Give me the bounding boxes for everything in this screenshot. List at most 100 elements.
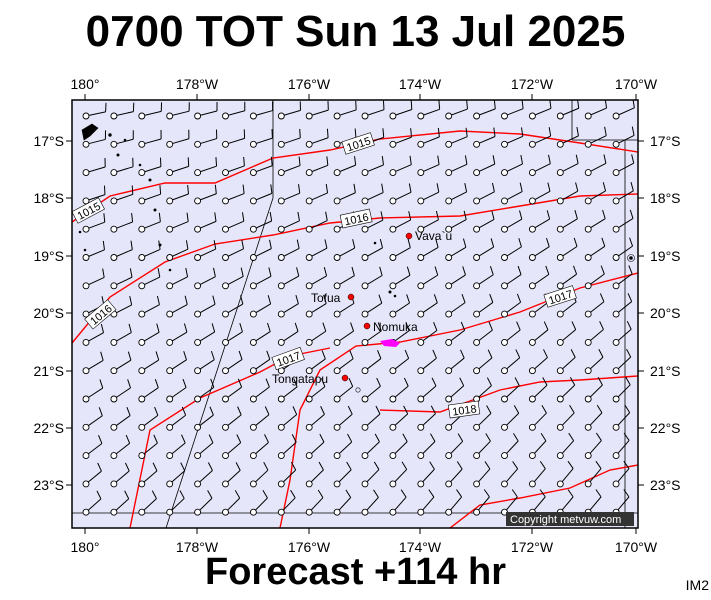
wind-barb-feather — [486, 405, 492, 414]
wind-station-circle — [417, 282, 425, 290]
wind-barb-feather — [185, 240, 189, 250]
wind-barb-feather — [430, 433, 436, 442]
wind-station-circle — [528, 452, 536, 460]
wind-barb-feather — [405, 322, 410, 331]
wind-barb-feather — [512, 461, 519, 470]
wind-barb-feather — [323, 267, 328, 277]
wind-station-circle — [305, 452, 313, 460]
wind-station-circle — [333, 197, 341, 205]
wind-barb-feather — [489, 266, 494, 275]
wind-barb-feather — [124, 490, 130, 499]
wind-station-circle — [166, 254, 174, 261]
wind-station-circle — [222, 395, 229, 403]
wind-barb-feather — [521, 100, 524, 109]
wind-barb-feather — [154, 379, 159, 388]
wind-station-circle — [556, 310, 564, 318]
wind-barb-feather — [269, 239, 272, 249]
lon-labels-top: 180° 178°W 176°W 174°W 172°W 170°W — [71, 76, 658, 92]
wind-station-circle — [445, 480, 453, 488]
wind-station-circle — [305, 338, 313, 346]
wind-barb-feather — [461, 293, 466, 303]
wind-barb-feather — [547, 182, 551, 192]
wind-barb-feather — [516, 293, 522, 303]
wind-station-circle — [277, 140, 285, 148]
wind-barb-feather — [213, 240, 217, 250]
wind-station-circle — [333, 112, 341, 120]
wind-station-circle — [222, 112, 229, 120]
wind-barb-feather — [456, 489, 463, 498]
wind-barb-feather — [102, 240, 105, 250]
wind-barb-feather — [549, 100, 552, 109]
wind-barb-feather — [623, 432, 630, 441]
wind-station-circle — [249, 508, 257, 516]
wind-station-circle — [612, 254, 620, 261]
wind-barb-feather — [516, 321, 521, 331]
wind-station-circle — [501, 112, 508, 120]
wind-barb-feather — [630, 181, 634, 191]
wind-barb-feather — [539, 460, 546, 469]
wind-barb-feather — [317, 489, 324, 498]
wind-station-circle — [389, 140, 397, 148]
wind-barb-feather — [520, 127, 524, 137]
wind-station-circle — [249, 423, 257, 431]
wind-station-circle — [82, 508, 90, 516]
lat-labels-right: 17°S 18°S 19°S 20°S 21°S 22°S 23°S — [650, 133, 681, 493]
wind-barb-feather — [183, 323, 188, 333]
wind-station-circle — [361, 112, 369, 120]
wind-station-circle — [389, 112, 397, 120]
wind-station-circle — [584, 310, 592, 318]
wind-station-circle — [473, 452, 481, 460]
wind-barb-feather — [270, 184, 273, 194]
wind-barb-feather — [517, 265, 522, 275]
wind-station-circle — [445, 452, 453, 460]
wind-station-circle — [333, 225, 341, 233]
wind-station-circle — [333, 452, 341, 460]
wind-station-circle — [584, 225, 592, 233]
wind-station-circle — [612, 140, 620, 148]
wind-station-circle — [473, 423, 481, 431]
wind-station-circle — [501, 395, 508, 403]
wind-station-circle — [445, 112, 453, 120]
wind-station-circle — [389, 197, 397, 205]
wind-station-circle — [501, 282, 508, 290]
wind-station-circle — [166, 169, 174, 177]
svg-text:Copyright metvuw.com: Copyright metvuw.com — [510, 514, 621, 526]
place-tongatapu: Tongatapu — [272, 372, 349, 386]
wind-station-circle — [528, 338, 536, 346]
wind-barb-feather — [321, 350, 326, 360]
wind-barb-feather — [239, 323, 243, 332]
wind-barb-feather — [270, 156, 273, 166]
wind-barb-feather — [381, 155, 384, 165]
wind-station-circle — [277, 452, 285, 460]
wind-station-circle — [556, 112, 564, 120]
wind-barb-feather — [457, 433, 464, 442]
wind-barb-feather — [351, 266, 355, 276]
wind-station-circle — [445, 423, 453, 431]
wind-station-circle — [194, 480, 202, 488]
wind-barb-feather — [623, 460, 630, 469]
wind-station-circle — [194, 169, 202, 177]
wind-barb-feather — [373, 489, 379, 498]
lat-label: 18°S — [650, 190, 681, 206]
wind-barb-feather — [434, 266, 439, 276]
wind-barb-feather — [631, 126, 635, 136]
wind-barb-feather — [131, 185, 134, 195]
wind-barb-feather — [290, 461, 297, 471]
wind-station-circle — [82, 169, 90, 177]
wind-station-circle — [556, 338, 564, 346]
wind-barb-feather — [408, 183, 412, 193]
wind-barb-feather — [346, 461, 352, 470]
wind-barb-feather — [460, 321, 466, 331]
wind-barb-feather — [378, 294, 383, 304]
lon-label: 170°W — [615, 539, 658, 555]
wind-barb-feather — [325, 183, 329, 194]
wind-barb-feather — [348, 378, 354, 387]
wind-barb-feather — [408, 211, 412, 221]
svg-text:1018: 1018 — [452, 403, 478, 418]
wind-barb-feather — [459, 377, 465, 387]
wind-station-circle — [166, 423, 174, 431]
wind-station-circle — [445, 338, 453, 346]
wind-station-circle — [361, 367, 369, 375]
wind-station-circle — [249, 395, 257, 403]
wind-station-circle — [138, 423, 146, 431]
